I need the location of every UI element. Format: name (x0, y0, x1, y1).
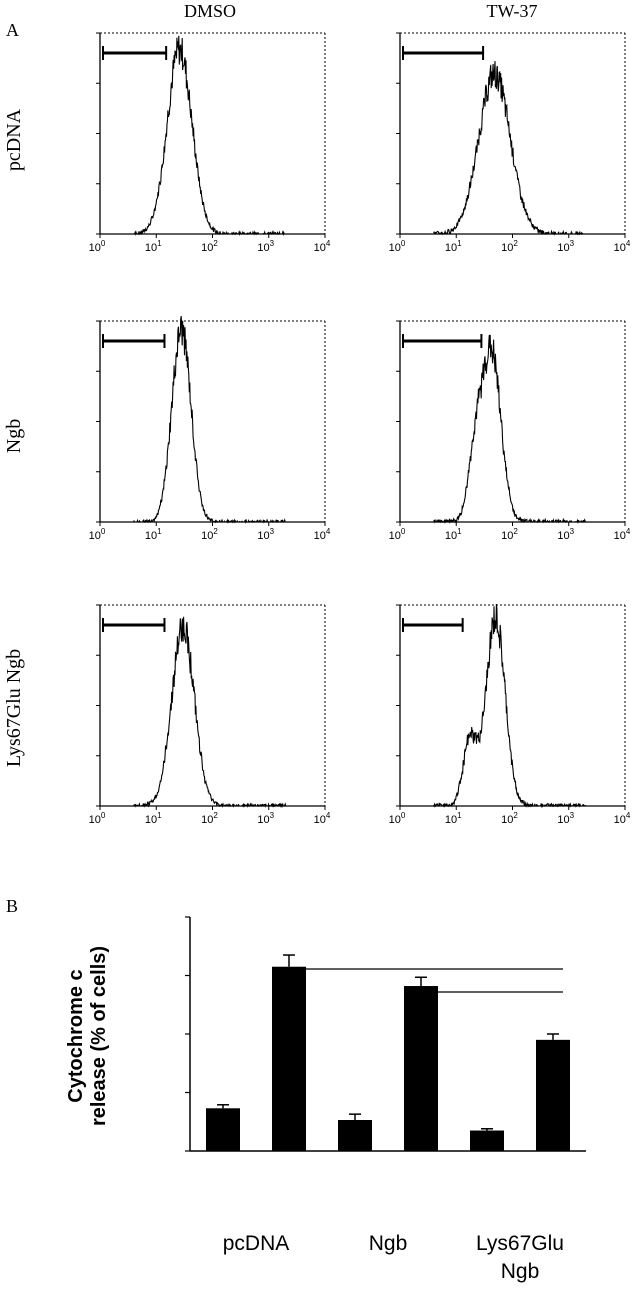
row-label-ngb: Ngb (3, 419, 25, 453)
bar-5 (470, 1130, 504, 1151)
x-tick-label: 104 (314, 527, 331, 542)
bar-2 (272, 966, 306, 1151)
bar-1 (206, 1108, 240, 1151)
histogram-lys67glu-ngb-dmso: 100 101 102 103 104 (89, 604, 331, 826)
row-label-lys67glu-ngb: Lys67Glu Ngb (3, 649, 25, 767)
x-tick-label: 100 (389, 239, 406, 254)
x-tick-label: 101 (445, 811, 462, 826)
x-tick-label: 102 (201, 527, 218, 542)
histogram-trace (133, 616, 287, 809)
x-tick-label: 100 (389, 811, 406, 826)
x-tick-label: 103 (257, 239, 274, 254)
histogram-pcdna-dmso: 100 101 102 103 104 (89, 32, 331, 254)
histogram-trace (433, 334, 586, 525)
bar-group-label: Ngb (501, 1260, 540, 1283)
row-label-pcdna: pcDNA (3, 108, 25, 171)
x-tick-label: 102 (501, 811, 518, 826)
x-tick-label: 100 (89, 527, 106, 542)
histogram-trace (433, 603, 586, 809)
bar-group-label: pcDNA (223, 1232, 290, 1255)
bar-3 (338, 1119, 372, 1151)
bar-chart-panel: Cytochrome c release (% of cells) pcDNA Ngb… (65, 916, 586, 1283)
x-tick-label: 102 (501, 239, 518, 254)
x-tick-label: 101 (145, 811, 162, 826)
x-tick-label: 102 (201, 811, 218, 826)
x-tick-label: 104 (314, 239, 331, 254)
panel-label-a: A (6, 20, 19, 40)
histogram-ngb-dmso: 100 101 102 103 104 (89, 316, 331, 542)
x-tick-label: 103 (557, 811, 574, 826)
bar-6 (536, 1039, 570, 1151)
histogram-trace (133, 316, 286, 524)
bar-group-label: Ngb (369, 1232, 408, 1255)
x-tick-label: 101 (445, 527, 462, 542)
x-tick-label: 100 (89, 239, 106, 254)
x-tick-label: 101 (145, 239, 162, 254)
x-tick-label: 100 (89, 811, 106, 826)
x-tick-label: 102 (201, 239, 218, 254)
panel-label-b: B (6, 896, 18, 916)
x-tick-label: 104 (614, 527, 631, 542)
bar-y-axis-title-line-2: release (% of cells) (88, 946, 110, 1126)
column-header-dmso: DMSO (184, 1, 236, 21)
x-tick-label: 100 (389, 527, 406, 542)
histogram-trace (133, 35, 286, 237)
bar-y-axis-title-line-1: Cytochrome c (65, 969, 87, 1102)
histogram-trace (433, 61, 586, 236)
bar-4 (404, 986, 438, 1151)
x-tick-label: 103 (557, 239, 574, 254)
x-tick-label: 101 (145, 527, 162, 542)
bar-group-label: Lys67Glu (476, 1232, 564, 1255)
x-tick-label: 104 (614, 811, 631, 826)
x-tick-label: 103 (257, 527, 274, 542)
x-tick-label: 103 (557, 527, 574, 542)
histogram-ngb-tw-37: 100 101 102 103 104 (389, 320, 631, 542)
column-header-tw37: TW-37 (487, 1, 538, 21)
x-tick-label: 102 (501, 527, 518, 542)
x-tick-label: 101 (445, 239, 462, 254)
x-tick-label: 104 (314, 811, 331, 826)
histogram-lys67glu-ngb-tw-37: 100 101 102 103 104 (389, 603, 631, 826)
x-tick-label: 104 (614, 239, 631, 254)
histogram-pcdna-tw-37: 100 101 102 103 104 (389, 32, 631, 254)
x-tick-label: 103 (257, 811, 274, 826)
